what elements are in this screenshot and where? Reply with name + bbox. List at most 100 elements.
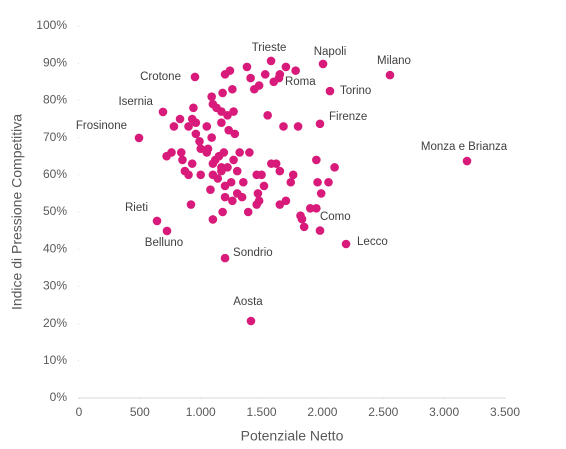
x-tick-label: 2.500 [368,405,398,419]
point [184,170,193,180]
point [169,122,179,131]
point [178,155,187,165]
point [385,70,395,80]
point [246,316,256,326]
point [219,148,229,157]
point [229,107,238,116]
point [228,196,237,206]
y-tick-label: 80% [43,93,67,107]
point [462,156,472,166]
y-tick-label: 20% [43,316,67,330]
point-label: Aosta [233,296,263,308]
point [281,196,291,206]
x-tick-label: 1.000 [186,405,216,419]
point [257,170,266,180]
x-tick-label: 3.000 [429,405,459,419]
point [275,166,285,176]
point [259,181,269,191]
point-label: Monza e Brianza [421,141,508,153]
point-label: Crotone [140,71,181,83]
x-tick-label: 0 [76,405,83,419]
point [254,81,264,90]
point-label: Sondrio [233,247,273,259]
point-label: Torino [340,85,371,97]
point [235,148,244,157]
point [207,92,216,101]
point [203,144,213,154]
point [291,66,300,75]
point [158,107,168,117]
point [260,70,270,79]
y-axis-title: Indice di Pressione Competitiva [9,114,25,310]
x-tick-label: 3.500 [490,405,520,419]
point [207,133,216,142]
point [305,203,315,213]
point [324,177,333,187]
point [195,137,204,146]
point [167,148,176,157]
point [269,77,279,87]
y-tick-label: 90% [43,55,67,69]
point [228,84,237,94]
point [271,159,281,168]
point [202,122,212,131]
y-tick-label: 30% [43,279,67,293]
point [281,62,291,72]
point [218,88,227,98]
point [134,133,144,143]
point [213,174,223,183]
point [229,155,238,165]
point [312,155,321,165]
point-label: Isernia [118,96,153,108]
point [218,207,227,217]
point [318,59,328,69]
point [217,118,226,128]
point [232,189,242,198]
point [312,203,321,213]
point-label: Lecco [357,236,388,248]
point [288,170,298,180]
point [330,163,339,172]
y-tick-label: 10% [43,353,67,367]
point [316,189,326,198]
point [246,73,255,83]
point [220,253,230,263]
point [226,177,236,187]
point [299,222,309,232]
point [217,166,226,176]
y-tick-label: 100% [36,18,67,32]
point [162,226,172,236]
x-tick-label: 1.500 [247,405,277,419]
point [245,148,254,157]
y-tick-label: 50% [43,204,67,218]
point [175,114,185,124]
x-axis-title: Potenziale Netto [241,428,344,444]
x-tick-label: 2.000 [307,405,337,419]
point [187,159,197,168]
point [230,129,240,139]
point [242,62,252,72]
point-label: Milano [377,55,411,67]
y-tick-label: 70% [43,130,67,144]
point [325,86,335,96]
y-tick-label: 40% [43,241,67,255]
point-label: Napoli [314,46,347,58]
y-tick-label: 0% [50,390,68,404]
point [220,192,230,202]
point-label: Frosinone [76,120,127,132]
point-label: Firenze [329,111,367,123]
point [225,66,235,75]
point [293,122,303,131]
point [313,177,322,187]
point [176,148,186,157]
point [275,70,285,79]
point [232,166,242,176]
point [191,118,201,128]
point [263,110,272,120]
point-label: Belluno [145,237,183,249]
point [206,185,215,194]
x-tick-label: 500 [130,405,150,419]
point [296,211,305,221]
point [239,177,248,187]
point [266,56,276,66]
